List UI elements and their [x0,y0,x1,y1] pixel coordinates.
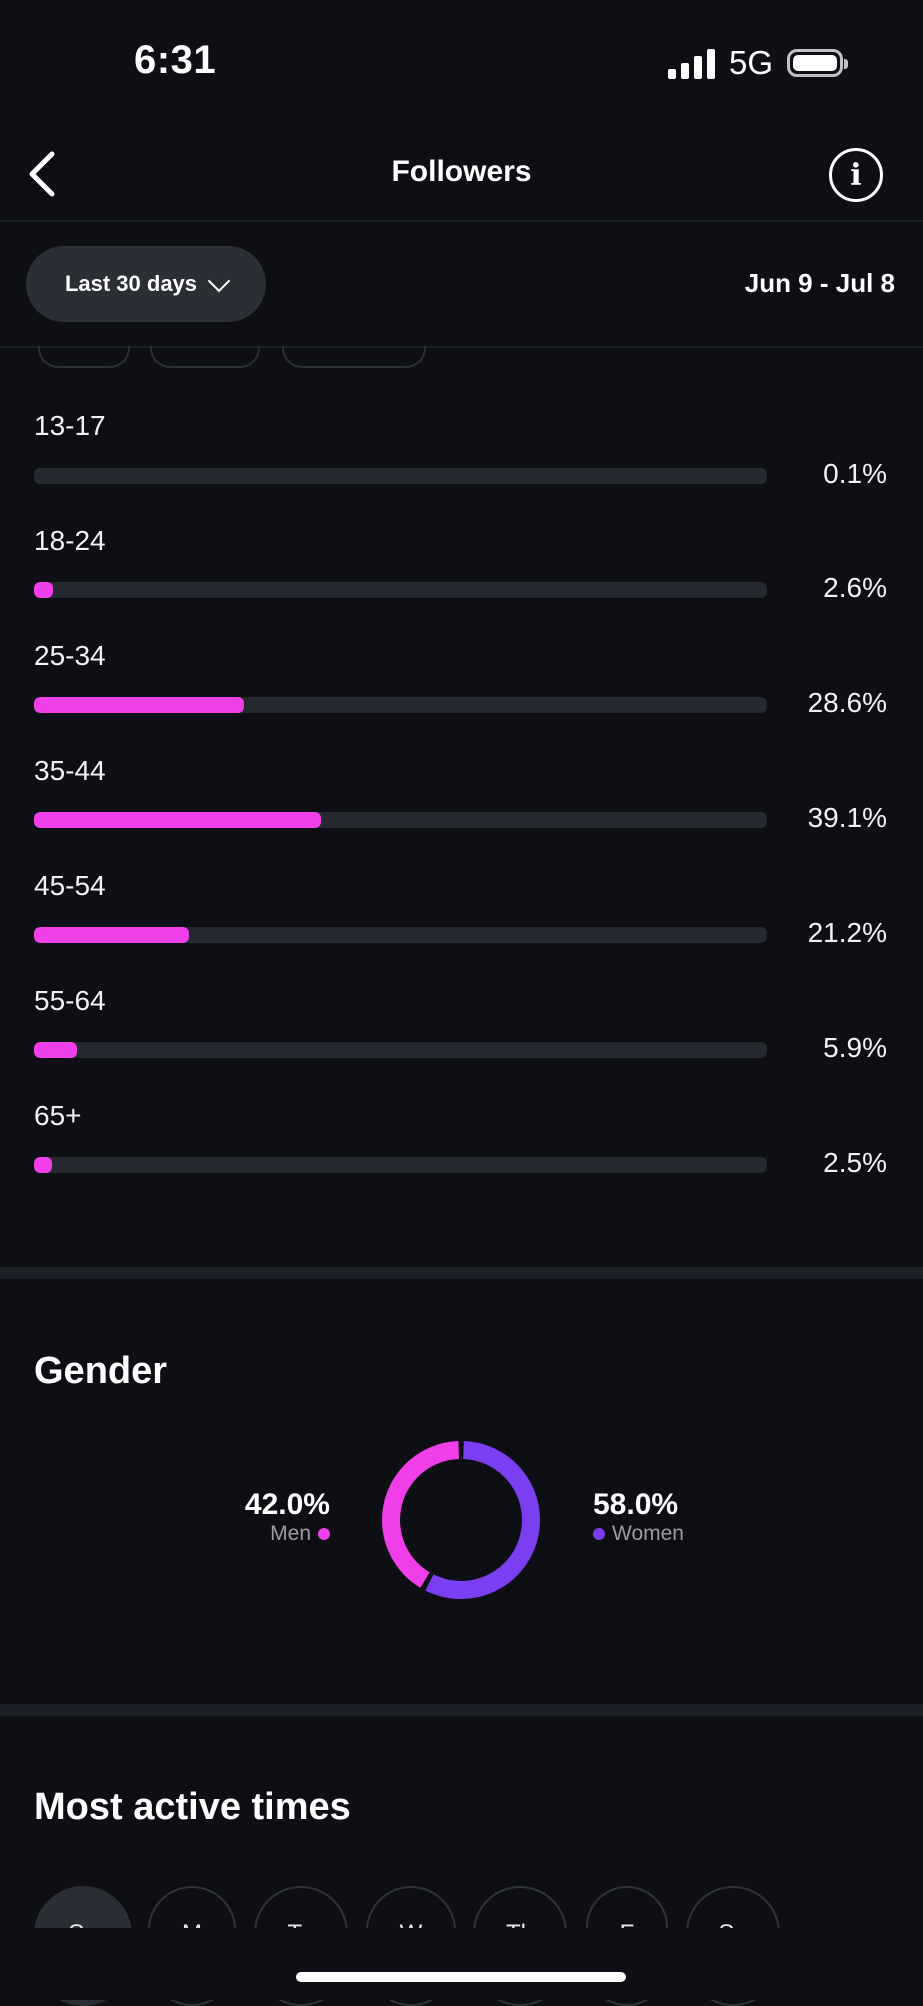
age-range-label: 18-24 [34,525,106,556]
age-range-label: 25-34 [34,640,106,671]
chevron-down-icon [207,269,231,293]
date-range-dropdown-label: Last 30 days [64,271,198,296]
most-active-title: Most active times [34,1786,351,1828]
age-range-label: 35-44 [34,755,106,786]
age-range-bar [34,697,767,713]
scrolled-chip[interactable] [150,346,260,368]
women-legend: Women [593,1522,684,1546]
age-range-percent: 39.1% [807,802,887,833]
age-range-percent: 0.1% [823,458,887,489]
age-range-bar-fill [34,812,321,828]
men-dot-icon [318,1528,330,1540]
age-range-bar [34,1157,767,1173]
women-arc [382,1441,540,1599]
status-time: 6:31 [134,38,217,82]
age-range-bar [34,1042,767,1058]
age-range-bar-fill [34,697,244,713]
status-icons: 5G [667,44,848,82]
age-range-bar-fill [34,582,54,598]
cellular-signal-icon [667,47,715,79]
age-range-bar-fill [34,1042,78,1058]
header-divider [0,220,923,222]
age-range-percent: 28.6% [807,687,887,718]
age-range-bar-fill [34,1157,53,1173]
men-percent: 42.0% [244,1488,330,1521]
age-range-bar-fill [34,927,190,943]
age-range-bar [34,468,767,484]
date-range-dropdown[interactable]: Last 30 days [26,246,266,322]
age-range-percent: 21.2% [807,917,887,948]
home-indicator[interactable] [296,1972,626,1982]
age-range-label: 45-54 [34,870,106,901]
battery-icon [787,49,848,77]
network-type: 5G [728,44,773,81]
age-range-label: 13-17 [34,410,106,441]
age-range-percent: 5.9% [823,1032,887,1063]
women-stat: 58.0% Women [593,1488,684,1546]
women-percent: 58.0% [593,1488,679,1521]
age-range-bar [34,812,767,828]
men-stat: 42.0% Men [245,1488,330,1546]
gender-donut-chart [382,1441,540,1599]
women-dot-icon [593,1528,605,1540]
page-title: Followers [391,155,532,188]
date-range-text: Jun 9 - Jul 8 [744,268,895,298]
men-arc [382,1441,540,1599]
bottom-safe-area [0,1928,923,2000]
women-label: Women [612,1522,684,1545]
age-range-bar [34,927,767,943]
scrolled-chip[interactable] [38,346,130,368]
back-arrow-icon[interactable] [22,146,66,202]
age-range-percent: 2.5% [823,1147,887,1178]
age-range-label: 65+ [34,1100,82,1131]
section-divider [0,1704,923,1716]
age-range-label: 55-64 [34,985,106,1016]
info-icon[interactable]: i [829,148,883,202]
gender-title: Gender [34,1350,168,1392]
men-legend: Men [245,1522,330,1546]
age-range-percent: 2.6% [823,572,887,603]
scrolled-chip[interactable] [282,346,426,368]
section-divider [0,1267,923,1279]
filter-divider [0,346,923,348]
men-label: Men [270,1522,311,1545]
age-range-bar [34,582,767,598]
